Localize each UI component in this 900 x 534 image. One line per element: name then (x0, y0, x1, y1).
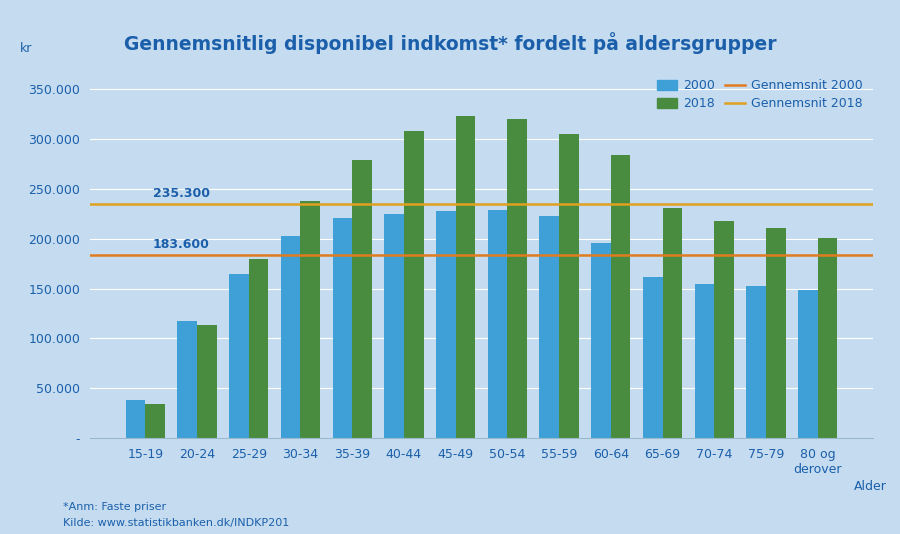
Bar (177, 321, 197, 438)
Text: 235.300: 235.300 (153, 186, 210, 200)
Bar (818, 238, 837, 438)
Bar (352, 160, 372, 438)
Text: Gennemsnitlig disponibel indkomst* fordelt på aldersgrupper: Gennemsnitlig disponibel indkomst* forde… (123, 32, 777, 54)
Bar (301, 201, 320, 438)
Bar (798, 289, 818, 438)
Bar (384, 214, 404, 438)
Bar (591, 242, 611, 438)
Bar (455, 116, 475, 438)
Bar (230, 273, 248, 438)
Bar (436, 211, 455, 438)
Bar (145, 404, 165, 438)
Text: Alder: Alder (854, 480, 886, 493)
Bar (281, 235, 301, 438)
Text: kr: kr (20, 42, 32, 54)
Text: 183.600: 183.600 (153, 238, 210, 251)
Bar (766, 228, 786, 438)
Text: Kilde: www.statistikbanken.dk/INDKP201: Kilde: www.statistikbanken.dk/INDKP201 (63, 518, 289, 528)
Bar (746, 286, 766, 438)
Bar (662, 208, 682, 438)
Bar (539, 216, 559, 438)
Bar (488, 210, 508, 438)
Bar (248, 258, 268, 438)
Bar (197, 325, 217, 438)
Bar (126, 400, 145, 438)
Legend: 2000, 2018, Gennemsnit 2000, Gennemsnit 2018: 2000, 2018, Gennemsnit 2000, Gennemsnit … (653, 76, 867, 114)
Bar (404, 131, 424, 438)
Bar (508, 119, 527, 438)
Bar (559, 134, 579, 438)
Text: *Anm: Faste priser: *Anm: Faste priser (63, 502, 166, 512)
Bar (715, 221, 733, 438)
Bar (643, 277, 662, 438)
Bar (611, 155, 631, 438)
Bar (695, 284, 715, 438)
Bar (332, 218, 352, 438)
